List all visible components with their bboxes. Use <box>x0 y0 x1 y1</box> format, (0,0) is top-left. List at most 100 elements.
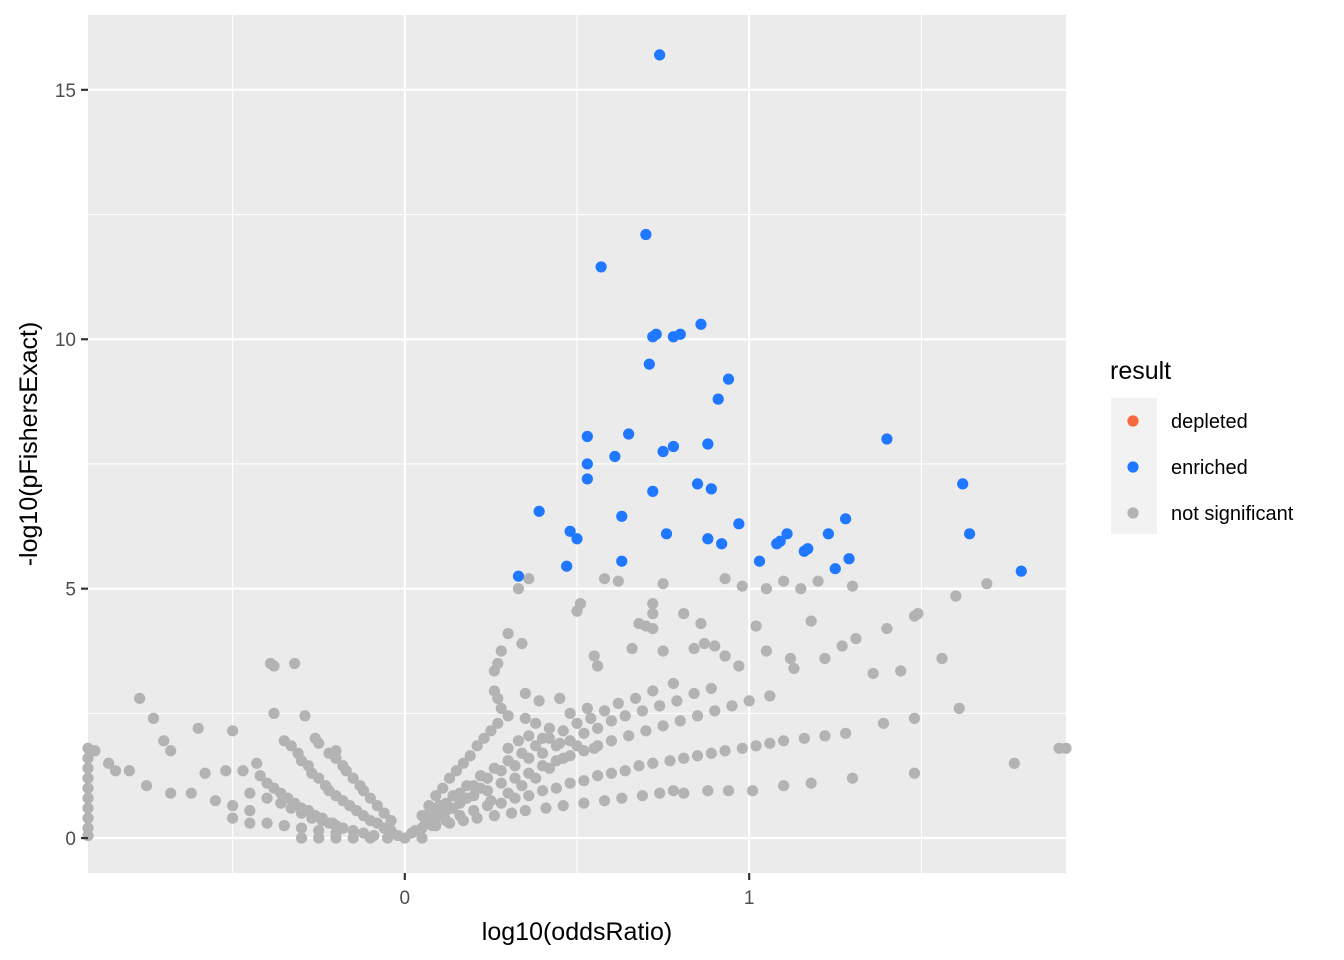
data-point <box>778 735 790 747</box>
data-point <box>330 752 342 764</box>
data-point <box>285 802 297 814</box>
data-point <box>619 765 631 777</box>
data-point <box>747 785 759 797</box>
data-point <box>557 725 569 737</box>
data-point <box>798 545 810 557</box>
data-point <box>671 695 683 707</box>
data-point <box>609 450 621 463</box>
data-point <box>571 605 583 617</box>
data-point <box>647 757 659 769</box>
data-point <box>784 652 797 665</box>
data-point <box>581 473 593 485</box>
legend: result depleted enriched not significant <box>1110 357 1294 534</box>
data-point <box>495 702 507 714</box>
data-point <box>647 622 659 635</box>
data-point <box>643 358 655 370</box>
data-point <box>719 650 731 662</box>
data-point <box>950 590 962 602</box>
data-point <box>908 610 921 622</box>
data-point <box>612 697 624 709</box>
data-point <box>1015 565 1027 577</box>
data-point <box>437 782 449 794</box>
data-point <box>598 795 611 807</box>
data-point <box>877 717 890 729</box>
data-point <box>512 735 525 747</box>
data-point <box>691 478 704 490</box>
data-point <box>519 805 531 817</box>
data-point <box>512 570 525 582</box>
data-point <box>261 792 273 804</box>
data-point <box>709 705 721 717</box>
data-point <box>760 583 773 595</box>
data-point <box>640 228 652 241</box>
data-point <box>543 762 556 774</box>
data-point <box>268 660 280 672</box>
x-axis-title: log10(oddsRatio) <box>482 918 672 946</box>
data-point <box>571 740 583 752</box>
data-point <box>722 373 735 385</box>
data-point <box>840 727 852 739</box>
data-point <box>140 780 153 792</box>
data-point <box>516 747 528 759</box>
data-point <box>554 737 566 749</box>
data-point <box>471 740 483 752</box>
data-point <box>313 737 325 749</box>
data-point <box>664 755 676 767</box>
data-point <box>963 528 976 540</box>
series-enriched <box>512 49 1027 582</box>
x-tick-label: 0 <box>400 888 411 909</box>
data-point <box>461 780 473 792</box>
data-point <box>495 777 507 789</box>
data-point <box>306 812 318 824</box>
data-point <box>840 513 852 525</box>
data-point <box>750 740 762 752</box>
data-point <box>588 742 600 754</box>
data-point <box>753 555 766 567</box>
data-point <box>957 478 969 490</box>
data-point <box>536 732 549 744</box>
data-point <box>650 328 662 340</box>
data-point <box>764 737 776 749</box>
data-point <box>227 725 239 737</box>
data-point <box>578 775 590 787</box>
data-point <box>378 807 390 819</box>
data-point <box>433 800 445 812</box>
data-point <box>227 812 239 824</box>
data-point <box>443 772 456 784</box>
data-point <box>82 762 94 774</box>
major-grid <box>88 15 1066 873</box>
data-point <box>457 757 469 769</box>
data-point <box>616 792 628 804</box>
data-point <box>82 792 94 804</box>
data-point <box>592 770 604 782</box>
data-point <box>733 660 745 672</box>
data-point <box>595 261 607 273</box>
data-point <box>516 637 528 650</box>
data-point <box>123 765 135 777</box>
data-point <box>385 815 397 827</box>
data-point <box>908 767 921 779</box>
data-point <box>536 747 549 759</box>
data-point <box>550 782 562 794</box>
data-point <box>237 765 249 777</box>
data-point <box>492 717 504 729</box>
data-point <box>605 715 618 727</box>
legend-key-enriched <box>1127 461 1139 473</box>
data-point <box>657 578 669 590</box>
data-point <box>829 563 841 575</box>
data-point <box>788 662 800 675</box>
data-point <box>285 740 297 752</box>
data-point <box>209 795 222 807</box>
data-point <box>502 710 514 722</box>
data-point <box>147 712 160 724</box>
data-point <box>557 800 569 812</box>
data-point <box>760 645 773 657</box>
data-point <box>433 810 445 822</box>
data-point <box>736 580 748 592</box>
data-point <box>502 627 514 640</box>
legend-label: depleted <box>1171 411 1248 433</box>
data-point <box>82 752 94 764</box>
data-point <box>698 637 711 650</box>
data-point <box>657 445 669 458</box>
